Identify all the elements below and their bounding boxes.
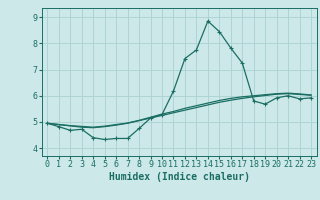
X-axis label: Humidex (Indice chaleur): Humidex (Indice chaleur) [109,172,250,182]
